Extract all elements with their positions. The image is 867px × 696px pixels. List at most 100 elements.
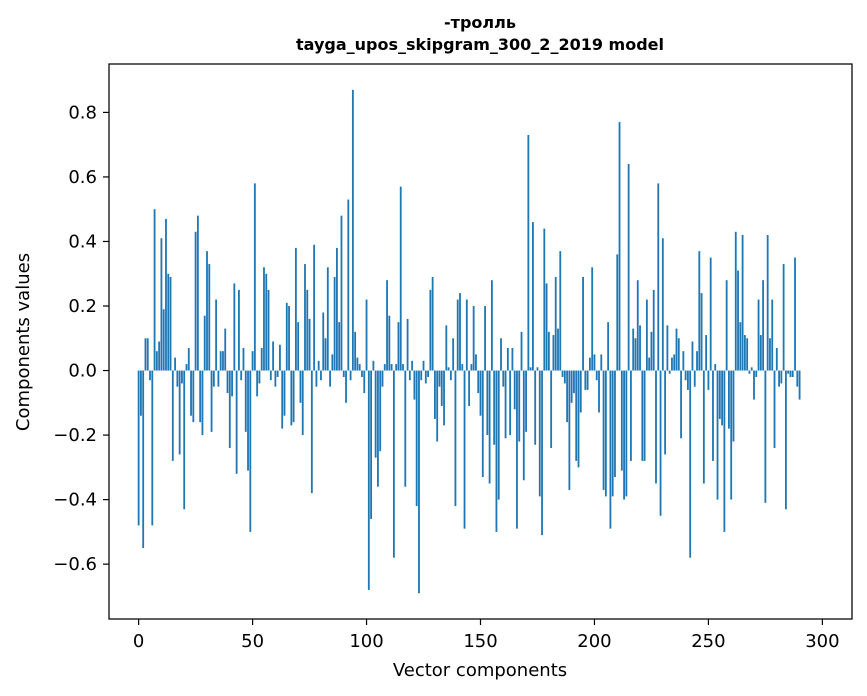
- bar: [573, 370, 575, 394]
- bar: [452, 338, 455, 371]
- bar: [244, 370, 247, 432]
- bar: [534, 370, 537, 445]
- bar: [219, 351, 222, 371]
- bar: [579, 370, 582, 413]
- bar: [737, 270, 739, 371]
- bar: [575, 370, 578, 461]
- bar: [566, 370, 569, 423]
- bar: [269, 370, 272, 381]
- bar: [796, 370, 799, 387]
- bar: [602, 370, 605, 490]
- bar: [356, 357, 359, 371]
- bar: [415, 370, 418, 507]
- bar: [233, 283, 236, 371]
- bar: [329, 370, 331, 387]
- bar: [568, 370, 571, 490]
- x-tick-label: 200: [577, 631, 611, 652]
- bar: [199, 370, 202, 423]
- bar: [632, 328, 635, 371]
- bar: [203, 315, 206, 371]
- bar: [249, 370, 252, 532]
- bar: [253, 183, 256, 371]
- bar: [242, 347, 245, 371]
- chart-subtitle: tayga_upos_skipgram_300_2_2019 model: [296, 35, 664, 54]
- bar: [516, 370, 518, 529]
- bar: [538, 370, 541, 497]
- x-tick-label: 150: [463, 631, 497, 652]
- y-axis-ticks: −0.6 −0.4 −0.2 0.0 0.2 0.4 0.6 0.8: [53, 102, 109, 575]
- bar: [299, 370, 302, 403]
- bar: [367, 370, 370, 590]
- bar: [288, 306, 290, 371]
- bar: [370, 370, 373, 519]
- bar: [181, 370, 183, 384]
- bars-group: [137, 89, 801, 594]
- bar: [520, 331, 523, 371]
- bar: [429, 289, 432, 371]
- x-tick-label: 300: [805, 631, 839, 652]
- bar: [775, 347, 778, 371]
- bar: [673, 354, 676, 371]
- bar: [591, 267, 594, 371]
- bar: [525, 370, 527, 432]
- bar: [317, 360, 320, 371]
- bar: [436, 370, 439, 442]
- bar: [584, 370, 587, 390]
- bar: [456, 299, 459, 371]
- bar: [228, 370, 231, 448]
- bar: [392, 370, 395, 558]
- bar: [598, 370, 600, 413]
- bar: [746, 338, 749, 371]
- y-tick-label: −0.2: [53, 425, 97, 446]
- bar: [600, 354, 603, 371]
- bar: [272, 341, 275, 371]
- bar: [283, 370, 286, 416]
- bar: [716, 370, 719, 500]
- bar: [475, 354, 477, 371]
- bar: [518, 370, 521, 442]
- bar: [292, 370, 295, 423]
- bar: [666, 325, 669, 371]
- bar: [279, 344, 281, 371]
- bar: [358, 364, 361, 371]
- bar: [461, 364, 464, 371]
- bar: [340, 215, 343, 371]
- bar: [374, 370, 377, 458]
- bar: [294, 247, 297, 371]
- bar: [470, 364, 473, 371]
- bar: [657, 183, 660, 371]
- bar: [484, 306, 486, 371]
- bar: [755, 370, 758, 377]
- bar: [547, 331, 550, 371]
- bar: [712, 370, 714, 461]
- bar: [440, 370, 443, 407]
- bar: [741, 235, 744, 371]
- bar: [641, 370, 644, 461]
- bar: [500, 338, 502, 371]
- bar: [304, 264, 306, 371]
- bar: [176, 370, 179, 387]
- bar: [766, 235, 769, 371]
- bar: [449, 370, 452, 381]
- bar: [734, 231, 737, 371]
- bar: [397, 322, 400, 371]
- bar: [771, 299, 774, 371]
- bar: [709, 257, 712, 371]
- bar: [593, 354, 596, 371]
- bar: [263, 267, 265, 371]
- x-tick-label: 50: [241, 631, 264, 652]
- bar: [276, 370, 279, 377]
- bar: [739, 322, 742, 371]
- bar: [648, 357, 651, 371]
- bar: [418, 370, 420, 594]
- bar: [468, 370, 471, 407]
- bar: [408, 370, 411, 381]
- bar: [153, 209, 156, 371]
- bar: [750, 367, 753, 371]
- bar: [399, 186, 402, 371]
- bar: [543, 228, 546, 371]
- bar: [623, 370, 625, 500]
- bar: [388, 315, 391, 371]
- bar: [748, 370, 751, 374]
- bar: [151, 370, 154, 526]
